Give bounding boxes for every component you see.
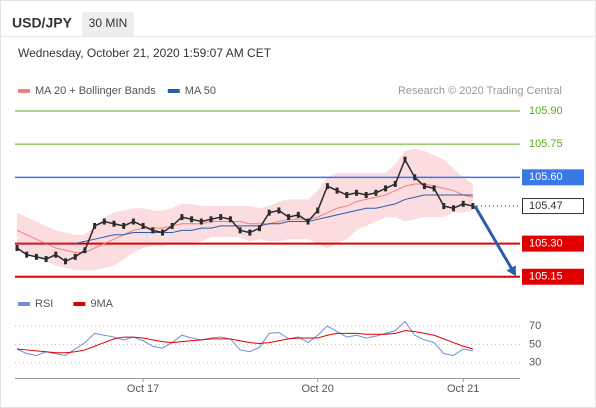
- price-bar: [355, 189, 358, 196]
- forecast-arrowhead: [506, 265, 517, 277]
- price-bar: [73, 253, 77, 260]
- price-bar: [345, 192, 349, 198]
- price-bar: [199, 218, 203, 225]
- legend-swatch: [18, 302, 30, 306]
- rsi-line: [16, 330, 474, 354]
- price-bar: [238, 227, 242, 234]
- interval[interactable]: 30 MIN: [89, 16, 128, 30]
- price-bar: [102, 218, 106, 225]
- price-bar: [44, 256, 48, 263]
- price-bar: [248, 229, 252, 236]
- credit: Research © 2020 Trading Central: [398, 85, 562, 97]
- x-tick-label: Oct 17: [127, 383, 159, 395]
- price-bar: [325, 183, 329, 190]
- price-bar: [25, 251, 29, 258]
- price-bar: [296, 211, 300, 218]
- price-bar: [112, 220, 116, 227]
- x-tick-label: Oct 20: [301, 383, 333, 395]
- rsi-line: [16, 320, 473, 356]
- price-bar: [64, 258, 67, 265]
- ma-line: [17, 194, 473, 245]
- level-label: 105.60: [529, 171, 563, 183]
- price-bar: [306, 218, 310, 225]
- price-bar: [258, 225, 261, 232]
- price-bar: [228, 216, 232, 223]
- price-bar: [15, 245, 19, 252]
- level-label: 105.30: [529, 238, 563, 250]
- price-bar: [267, 209, 271, 216]
- price-bar: [335, 187, 339, 194]
- price-bar: [364, 192, 368, 198]
- datetime: Wednesday, October 21, 2020 1:59:07 AM C…: [18, 46, 272, 60]
- price-bar: [34, 253, 38, 260]
- level-box: [522, 198, 584, 215]
- legend-label: MA 20 + Bollinger Bands: [35, 85, 156, 97]
- level-label: 105.90: [529, 105, 563, 117]
- price-bar: [442, 203, 446, 210]
- legend-label: MA 50: [185, 85, 216, 97]
- y-tick-label: 50: [529, 338, 541, 350]
- legend-swatch: [167, 89, 180, 93]
- price-bar: [413, 174, 417, 181]
- price-bar: [209, 216, 213, 223]
- price-bar: [93, 222, 97, 229]
- price-bar: [384, 185, 388, 192]
- symbol: USD/JPY: [12, 15, 73, 31]
- legend-swatch: [73, 302, 86, 306]
- price-bar: [54, 251, 58, 258]
- bollinger-band: [17, 148, 473, 271]
- interval-box[interactable]: [82, 12, 134, 36]
- price-bar: [151, 227, 155, 234]
- y-tick-label: 70: [529, 320, 541, 332]
- legend-label: 9MA: [90, 298, 113, 310]
- price-bar: [161, 229, 164, 236]
- price-bar: [393, 180, 397, 187]
- forecast-arrow: [473, 205, 516, 274]
- price-bar: [277, 207, 281, 214]
- price-bar: [122, 222, 126, 229]
- level-label: 105.47: [529, 200, 563, 212]
- price-bar: [287, 214, 291, 221]
- y-tick-label: 30: [529, 357, 541, 369]
- price-bar: [180, 214, 184, 221]
- price-bar: [374, 189, 378, 196]
- price-bar: [422, 183, 426, 190]
- price-bar: [432, 185, 436, 192]
- level-label: 105.15: [529, 271, 563, 283]
- price-bar: [452, 205, 455, 212]
- legend-label: RSI: [35, 298, 53, 310]
- level-box: [522, 235, 584, 252]
- level-label: 105.75: [529, 138, 563, 150]
- price-line: [16, 157, 474, 263]
- level-box: [522, 169, 584, 186]
- level-box: [522, 268, 584, 285]
- price-bar: [190, 216, 194, 223]
- price-bar: [83, 247, 87, 254]
- price-bar: [316, 207, 320, 214]
- price-bar: [471, 203, 475, 210]
- price-bar: [141, 222, 145, 229]
- x-tick-label: Oct 21: [447, 383, 479, 395]
- legend-swatch: [18, 89, 30, 93]
- price-bar: [461, 200, 465, 207]
- price-bar: [219, 214, 223, 221]
- price-bar: [170, 222, 174, 229]
- price-bar: [403, 156, 407, 163]
- price-bar: [131, 218, 135, 225]
- ma-line: [16, 183, 474, 253]
